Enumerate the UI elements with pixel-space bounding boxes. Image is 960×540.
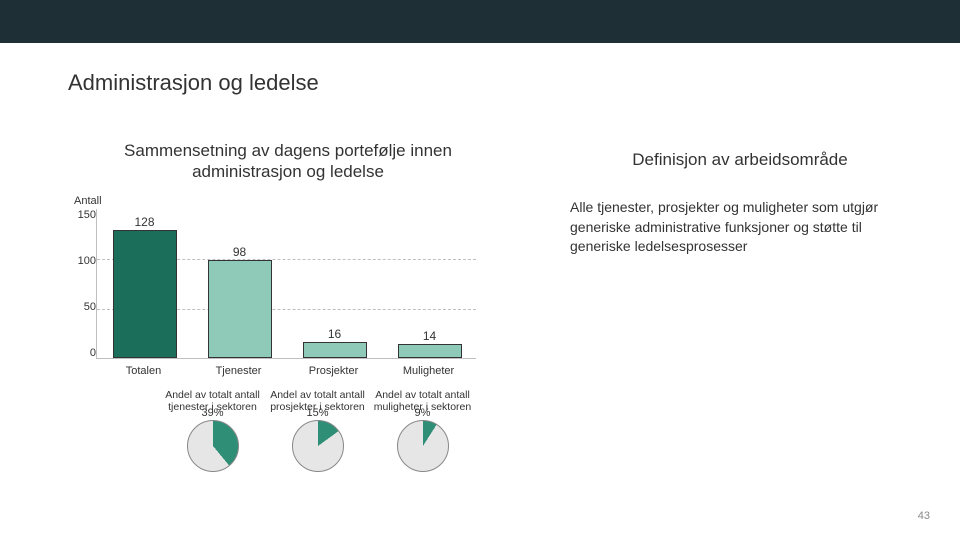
bar: 128: [113, 230, 177, 358]
right-column: Definisjon av arbeidsområde Alle tjenest…: [570, 150, 910, 257]
pie-chart: 15%: [292, 420, 344, 472]
share-cell: Andel av totalt antall prosjekter i sekt…: [265, 389, 370, 472]
bar-value-label: 14: [399, 329, 461, 345]
pie-chart: 9%: [397, 420, 449, 472]
x-axis: Totalen Tjenester Prosjekter Muligheter: [96, 359, 476, 377]
right-subtitle: Definisjon av arbeidsområde: [570, 150, 910, 170]
y-axis: 150 100 50 0: [68, 209, 96, 359]
bar-value-label: 98: [209, 245, 271, 261]
y-tick: 0: [68, 347, 96, 359]
pie-pct-label: 39%: [201, 407, 223, 419]
bar-chart: Antall 150 100 50 0 128 98 16 14 Totalen Tj…: [68, 195, 488, 472]
bar: 14: [398, 344, 462, 358]
page-title: Administrasjon og ledelse: [68, 70, 319, 96]
x-tick: Tjenester: [191, 359, 286, 377]
share-cell: Andel av totalt antall muligheter i sekt…: [370, 389, 475, 472]
share-row: Andel av totalt antall tjenester i sekto…: [160, 389, 476, 472]
pie-pct-label: 9%: [415, 407, 431, 419]
bar: 98: [208, 260, 272, 358]
y-axis-label: Antall: [74, 195, 488, 207]
pie-chart: 39%: [187, 420, 239, 472]
bar: 16: [303, 342, 367, 358]
right-body: Alle tjenester, prosjekter og muligheter…: [570, 198, 910, 257]
y-tick: 150: [68, 209, 96, 221]
share-cell: Andel av totalt antall tjenester i sekto…: [160, 389, 265, 472]
x-tick: Totalen: [96, 359, 191, 377]
x-tick: Muligheter: [381, 359, 476, 377]
left-subtitle: Sammensetning av dagens portefølje innen…: [68, 140, 508, 183]
page-number: 43: [918, 510, 930, 522]
left-column: Sammensetning av dagens portefølje innen…: [68, 140, 508, 472]
bar-value-label: 16: [304, 327, 366, 343]
plot-area: 128 98 16 14: [96, 209, 476, 359]
y-tick: 100: [68, 255, 96, 267]
pie-pct-label: 15%: [306, 407, 328, 419]
bar-value-label: 128: [114, 215, 176, 231]
y-tick: 50: [68, 301, 96, 313]
x-tick: Prosjekter: [286, 359, 381, 377]
